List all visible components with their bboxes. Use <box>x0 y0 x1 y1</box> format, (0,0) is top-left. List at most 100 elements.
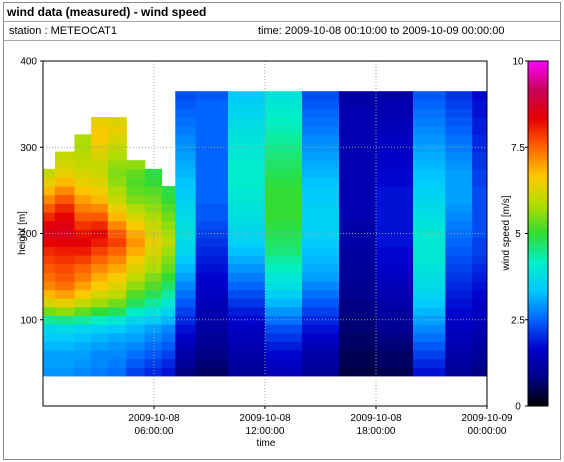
heatmap-cell <box>175 367 197 377</box>
heatmap-cell <box>55 263 76 273</box>
heatmap-cell <box>107 246 127 256</box>
heatmap-cell <box>195 229 229 239</box>
heatmap-cell <box>413 246 446 256</box>
heatmap-cell <box>445 125 473 135</box>
heatmap-cell <box>472 280 487 291</box>
heatmap-cell <box>445 324 473 334</box>
heatmap-cell <box>195 298 229 308</box>
heatmap-cell <box>472 237 487 248</box>
heatmap-cell <box>55 186 76 196</box>
colorbar-tick-label: 2.5 <box>511 315 525 326</box>
heatmap-cell <box>43 332 56 342</box>
heatmap-cell <box>302 298 340 308</box>
heatmap-cell <box>195 168 229 179</box>
heatmap-cell <box>74 220 92 230</box>
heatmap-cell <box>445 211 473 222</box>
heatmap-cell <box>55 272 76 282</box>
heatmap-cell <box>472 315 487 325</box>
heatmap-cell <box>144 246 162 256</box>
heatmap-cell <box>472 332 487 342</box>
heatmap-cell <box>91 220 109 230</box>
heatmap-cell <box>43 341 56 351</box>
heatmap-cell <box>195 272 229 282</box>
heatmap-cell <box>107 203 127 213</box>
heatmap-cell <box>472 186 487 196</box>
heatmap-cell <box>74 151 92 161</box>
heatmap-cell <box>339 203 377 213</box>
heatmap-cell <box>265 306 303 317</box>
heatmap-cell <box>445 99 473 110</box>
heatmap-cell <box>91 125 109 135</box>
heatmap-cell <box>445 91 473 101</box>
heatmap-cell <box>376 263 414 273</box>
heatmap-cell <box>413 142 446 153</box>
heatmap-cell <box>302 332 340 342</box>
heatmap-cell <box>43 324 56 334</box>
heatmap-cell <box>339 108 377 118</box>
heatmap-cell <box>339 280 377 291</box>
heatmap-cell <box>302 142 340 153</box>
heatmap-cell <box>445 220 473 230</box>
heatmap-cell <box>228 108 266 118</box>
heatmap-cell <box>126 272 146 282</box>
heatmap-cell <box>43 246 56 256</box>
heatmap-cell <box>376 289 414 299</box>
heatmap-cell <box>265 194 303 204</box>
heatmap-cell <box>339 237 377 248</box>
heatmap-cell <box>413 229 446 239</box>
heatmap-cell <box>302 272 340 282</box>
heatmap-cell <box>195 246 229 256</box>
heatmap-cell <box>472 246 487 256</box>
heatmap-cell <box>265 108 303 118</box>
heatmap-cell <box>74 134 92 144</box>
heatmap-cell <box>302 237 340 248</box>
heatmap-cell <box>74 177 92 187</box>
heatmap-cell <box>161 289 176 299</box>
time-range-label: time: 2009-10-08 00:10:00 to 2009-10-09 … <box>258 25 505 37</box>
heatmap-cell <box>195 134 229 144</box>
heatmap-cell <box>413 108 446 118</box>
heatmap-cell <box>74 306 92 317</box>
heatmap-cell <box>302 280 340 291</box>
heatmap-cell <box>175 280 197 291</box>
heatmap-cell <box>265 125 303 135</box>
heatmap-cell <box>144 315 162 325</box>
heatmap-cell <box>339 349 377 360</box>
heatmap-cell <box>472 134 487 144</box>
heatmap-cell <box>228 220 266 230</box>
heatmap-cell <box>43 306 56 317</box>
heatmap-cell <box>265 91 303 101</box>
heatmap-cell <box>175 142 197 153</box>
heatmap-cell <box>126 246 146 256</box>
heatmap-cell <box>265 203 303 213</box>
heatmap-cell <box>55 306 76 317</box>
heatmap-cell <box>74 367 92 377</box>
heatmap-cell <box>265 263 303 273</box>
heatmap-cell <box>161 263 176 273</box>
heatmap-cell <box>126 237 146 248</box>
heatmap-cell <box>445 349 473 360</box>
heatmap-cell <box>228 246 266 256</box>
heatmap-cell <box>228 91 266 101</box>
heatmap-cell <box>339 367 377 377</box>
heatmap-cell <box>175 99 197 110</box>
heatmap-cell <box>228 341 266 351</box>
heatmap-cell <box>161 194 176 204</box>
heatmap-cell <box>55 211 76 222</box>
heatmap-cell <box>445 203 473 213</box>
heatmap-cell <box>74 211 92 222</box>
heatmap-cell <box>74 186 92 196</box>
heatmap-cell <box>126 194 146 204</box>
heatmap-cell <box>74 246 92 256</box>
heatmap-cell <box>74 168 92 179</box>
heatmap-cell <box>302 229 340 239</box>
heatmap-cell <box>74 324 92 334</box>
heatmap-cell <box>413 160 446 170</box>
heatmap-cell <box>161 306 176 317</box>
heatmap-cell <box>161 220 176 230</box>
heatmap-cell <box>302 255 340 265</box>
heatmap-cell <box>376 160 414 170</box>
heatmap-cell <box>265 168 303 179</box>
heatmap-cell <box>302 220 340 230</box>
heatmap-cell <box>161 298 176 308</box>
